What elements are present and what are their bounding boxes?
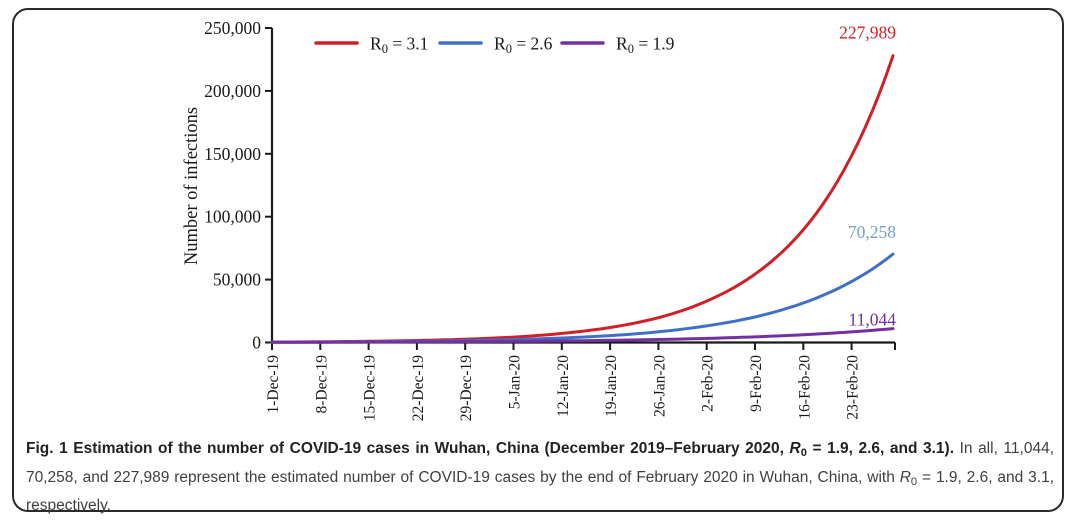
y-tick-label: 250,000	[204, 18, 261, 38]
x-tick-label: 12-Jan-20	[555, 355, 572, 417]
y-tick-label: 150,000	[204, 144, 261, 164]
x-tick-label: 15-Dec-19	[362, 355, 379, 422]
series-lines	[270, 54, 895, 344]
x-tick-label: 1-Dec-19	[265, 355, 282, 414]
legend-label: R0 = 3.1	[370, 34, 428, 57]
series-end-label: 227,989	[839, 23, 896, 43]
y-axis: 0 50,000 100,000 150,000 200,000 250,000	[204, 18, 272, 353]
x-tick-label: 16-Feb-20	[796, 355, 813, 420]
end-labels: 227,989 70,258 11,044	[839, 23, 896, 330]
legend-item: R0 = 1.9	[560, 34, 675, 57]
caption-segment: In all, 11,044, 70,258, and 227,989 repr…	[26, 440, 1054, 486]
legend-item: R0 = 2.6	[438, 34, 553, 57]
caption-segment: 0	[910, 475, 918, 488]
caption-segment: 0	[800, 447, 807, 459]
legend: R0 = 3.1 R0 = 2.6 R0 = 1.9	[314, 34, 675, 57]
x-tick-label: 2-Feb-20	[700, 355, 717, 412]
caption-segment: R	[899, 468, 911, 486]
y-axis-title: Number of infections	[182, 107, 202, 265]
x-axis: 1-Dec-19 8-Dec-19 15-Dec-19 22-Dec-19 29-Dec…	[265, 342, 896, 422]
series-line-r0=3.1	[270, 54, 895, 344]
figure-caption: Fig. 1 Estimation of the number of COVID…	[26, 437, 1054, 519]
x-tick-label: 9-Feb-20	[748, 355, 765, 412]
x-tick-label: 8-Dec-19	[313, 355, 330, 414]
figure-border	[12, 8, 1064, 512]
series-line-r0=2.6	[270, 252, 895, 344]
caption-segment: R	[789, 440, 801, 457]
y-tick-label: 100,000	[204, 207, 261, 227]
y-tick-label: 50,000	[213, 270, 261, 290]
legend-label: R0 = 1.9	[616, 34, 675, 57]
y-tick-label: 200,000	[204, 81, 261, 101]
x-tick-label: 29-Dec-19	[458, 355, 475, 422]
x-tick-label: 5-Jan-20	[507, 355, 524, 409]
infections-chart: 0 50,000 100,000 150,000 200,000 250,000 Numbe…	[182, 18, 896, 422]
x-tick-label: 26-Jan-20	[651, 355, 668, 417]
series-line-r0=1.9	[270, 327, 895, 344]
series-end-label: 70,258	[848, 222, 896, 242]
series-end-label: 11,044	[849, 310, 897, 330]
caption-segment: = 1.9, 2.6, and 3.1, respectively.	[26, 468, 1055, 515]
legend-item: R0 = 3.1	[314, 34, 428, 57]
legend-label: R0 = 2.6	[494, 34, 553, 57]
y-tick-label: 0	[252, 333, 261, 353]
x-tick-label: 19-Jan-20	[603, 355, 620, 417]
caption-segment: Fig. 1 Estimation of the number of COVID…	[26, 440, 790, 457]
caption-segment: = 1.9, 2.6, and 3.1).	[806, 440, 955, 457]
x-tick-label: 22-Dec-19	[410, 355, 427, 422]
x-tick-label: 23-Feb-20	[845, 355, 862, 420]
axes	[270, 28, 895, 344]
